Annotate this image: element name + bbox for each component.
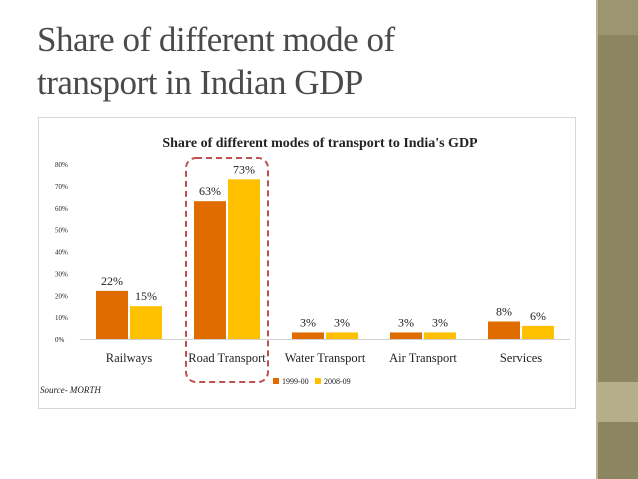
bar-1999-00-services: [488, 321, 520, 339]
bar-2008-09-water-transport: [326, 332, 358, 339]
y-tick-label: 60%: [55, 205, 68, 213]
chart-frame: [38, 117, 576, 409]
legend-label: 1999-00: [282, 377, 309, 386]
bar-1999-00-air-transport: [390, 332, 422, 339]
data-label: 15%: [135, 289, 157, 303]
y-tick-label: 50%: [55, 227, 68, 235]
sidebar-accent-bottom: [598, 382, 638, 422]
legend-swatch-2008-09: [315, 378, 321, 384]
data-label: 3%: [300, 315, 316, 329]
data-label: 3%: [432, 315, 448, 329]
x-tick-label: Water Transport: [285, 351, 366, 365]
legend-swatch-1999-00: [273, 378, 279, 384]
bar-2008-09-railways: [130, 306, 162, 339]
data-label: 6%: [530, 309, 546, 323]
x-tick-label: Air Transport: [389, 351, 457, 365]
y-tick-label: 80%: [55, 161, 68, 169]
bar-2008-09-road-transport: [228, 179, 260, 339]
bar-1999-00-railways: [96, 290, 128, 339]
title-line-1: Share of different mode of: [37, 20, 395, 59]
chart-title: Share of different modes of transport to…: [162, 136, 478, 151]
slide-title: Share of different mode of transport in …: [37, 18, 577, 104]
y-tick-label: 10%: [55, 314, 68, 322]
y-tick-label: 0%: [55, 336, 65, 344]
title-line-2: transport in Indian GDP: [37, 63, 363, 102]
data-label: 63%: [199, 184, 221, 198]
highlight-box-road-transport: [185, 157, 269, 383]
bar-2008-09-services: [522, 325, 554, 339]
sidebar-divider: [596, 0, 598, 479]
data-label: 22%: [101, 274, 123, 288]
data-label: 73%: [233, 162, 255, 176]
data-label: 8%: [496, 305, 512, 319]
x-tick-label: Railways: [106, 351, 153, 365]
legend-label: 2008-09: [324, 377, 351, 386]
sidebar-accent-top: [598, 0, 638, 35]
data-label: 3%: [398, 315, 414, 329]
bar-1999-00-water-transport: [292, 332, 324, 339]
bar-2008-09-air-transport: [424, 332, 456, 339]
x-tick-label: Services: [500, 351, 542, 365]
bar-1999-00-road-transport: [194, 201, 226, 339]
y-tick-label: 30%: [55, 270, 68, 278]
y-tick-label: 40%: [55, 249, 68, 257]
y-tick-label: 70%: [55, 183, 68, 191]
source-note: Source- MORTH: [40, 385, 101, 395]
y-tick-label: 20%: [55, 292, 68, 300]
data-label: 3%: [334, 315, 350, 329]
x-tick-label: Road Transport: [188, 351, 266, 365]
